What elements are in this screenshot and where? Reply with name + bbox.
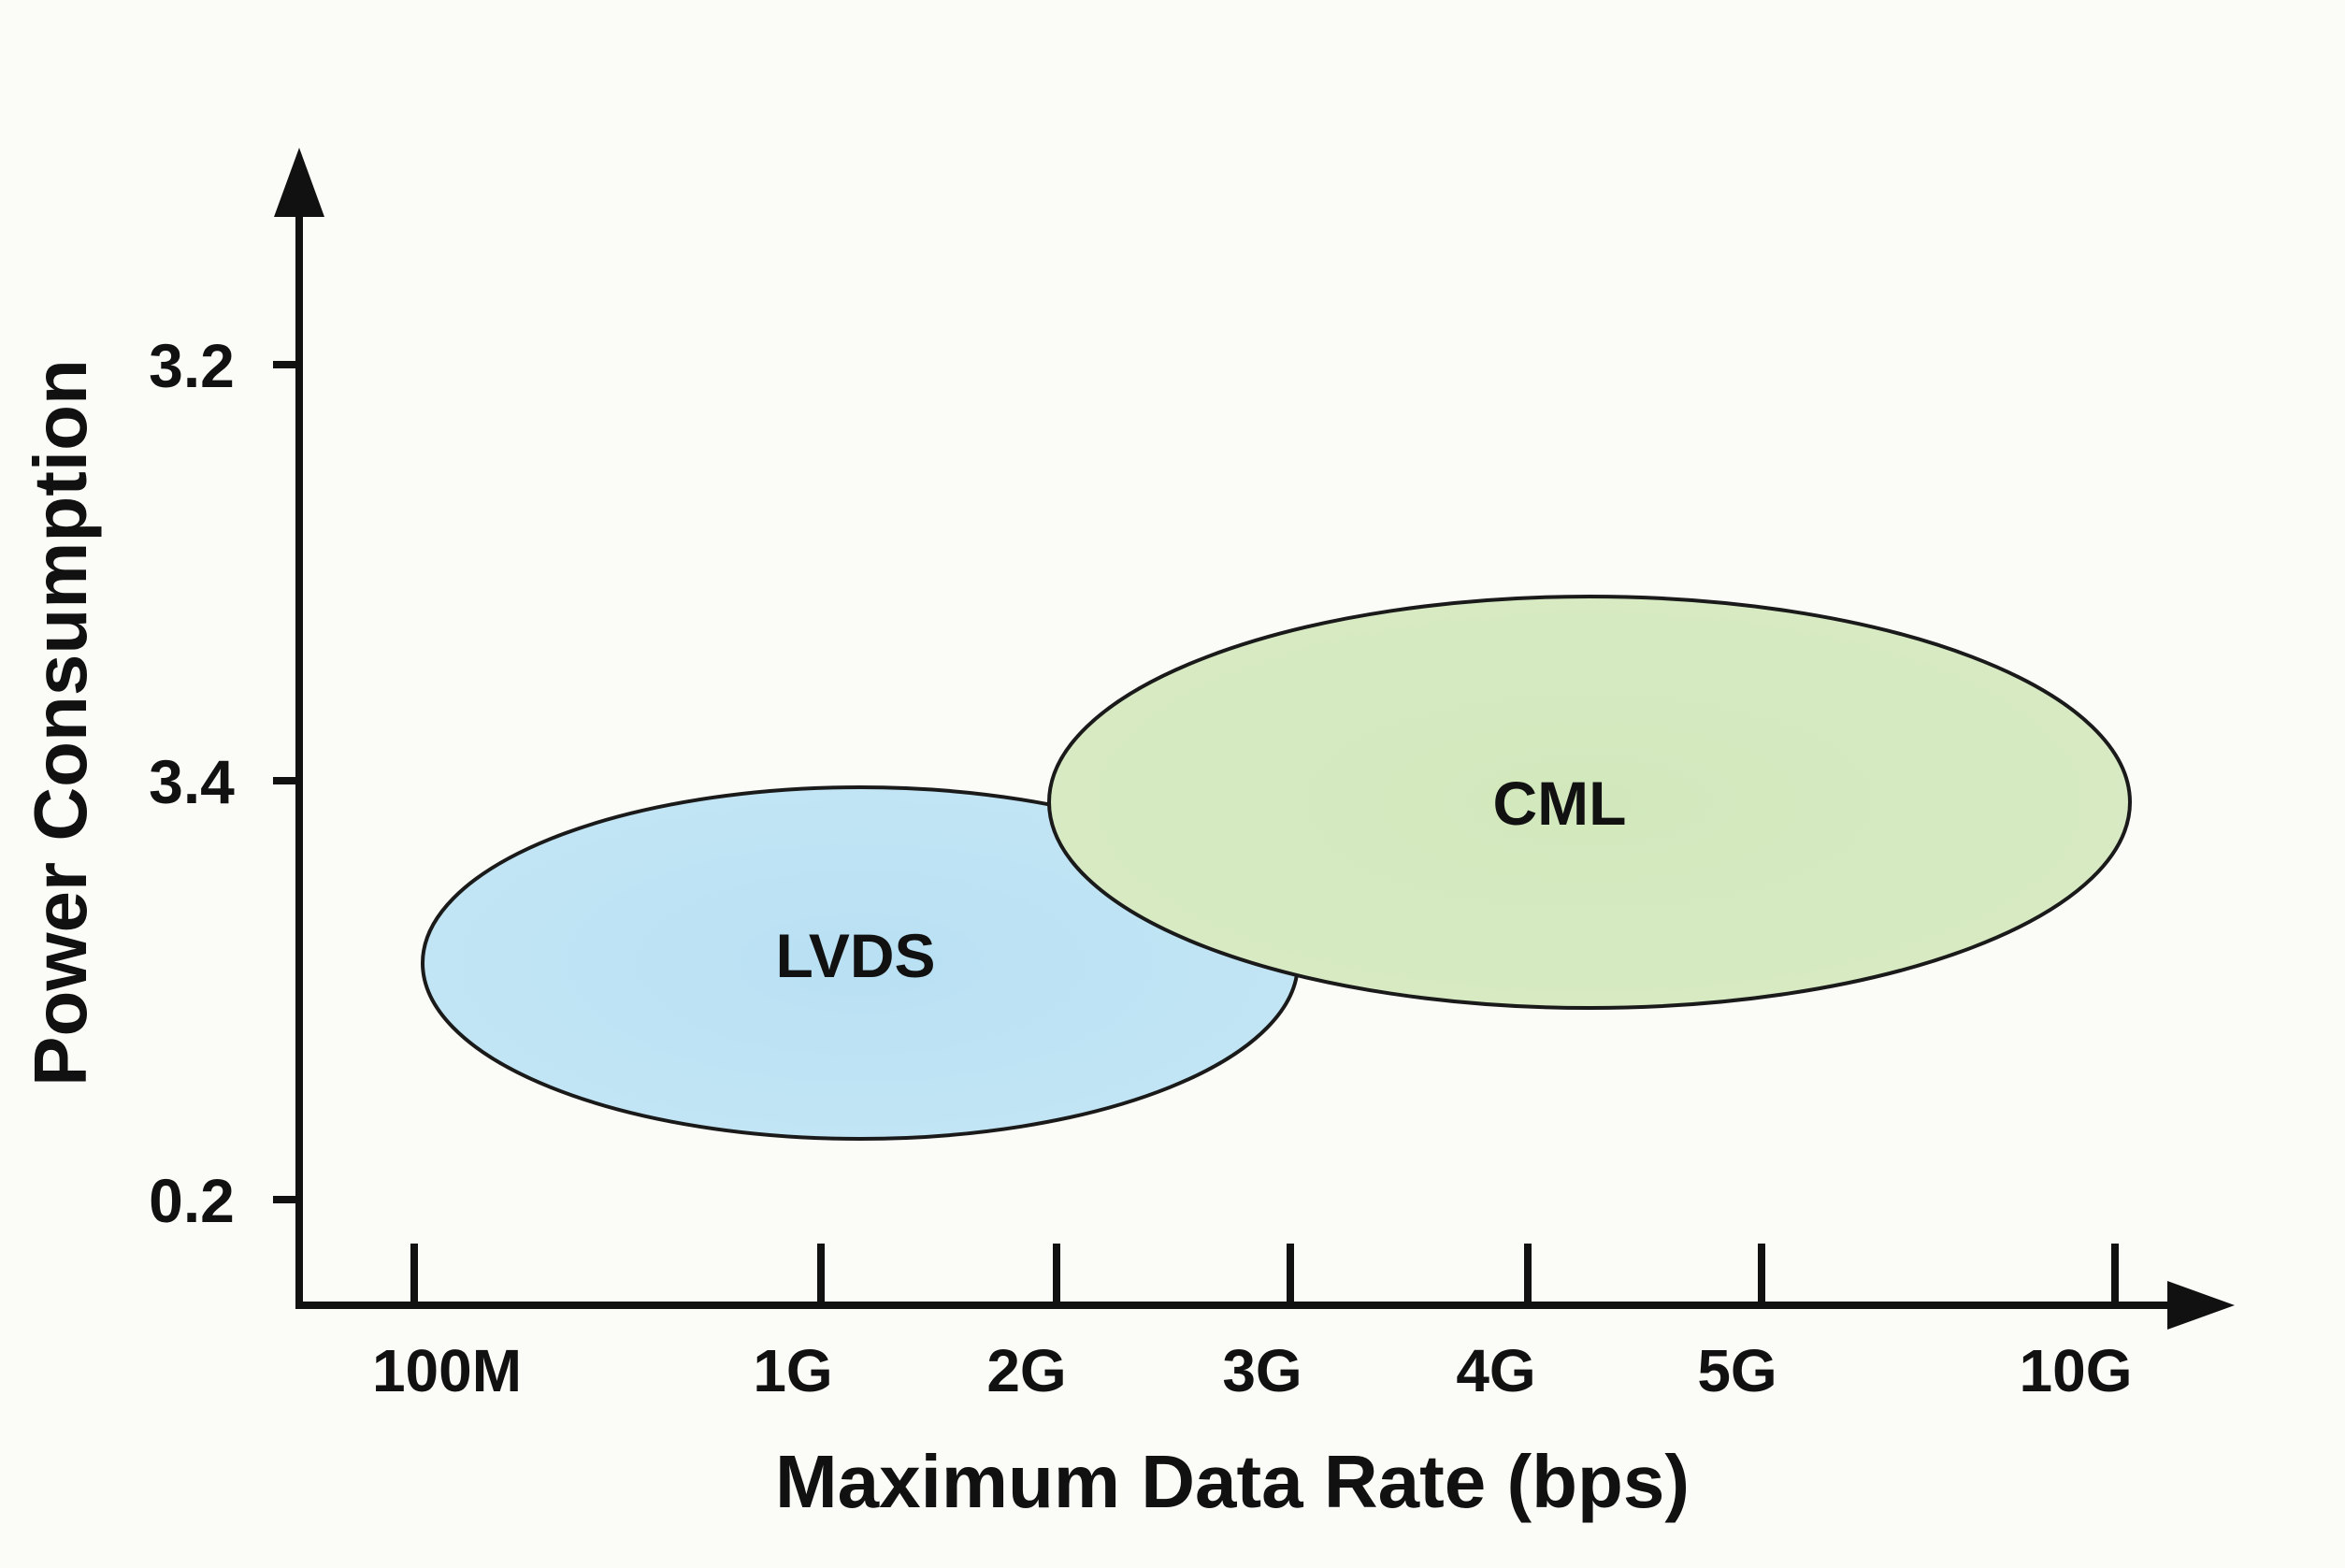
y-tick-label: 0.2 xyxy=(149,1166,235,1235)
y-axis-label: Power Consumption xyxy=(19,359,102,1086)
x-tick-label: 5G xyxy=(1697,1337,1777,1404)
regions: LVDS CML xyxy=(421,595,2132,1141)
cml-label: CML xyxy=(1493,769,1627,838)
x-tick-label: 2G xyxy=(986,1337,1066,1404)
x-ticks: 100M 1G 2G 3G 4G 5G 10G xyxy=(372,1244,2133,1404)
y-axis-arrow xyxy=(274,148,324,217)
x-tick-label: 3G xyxy=(1222,1337,1302,1404)
y-ticks: 3.2 3.4 0.2 xyxy=(149,331,299,1235)
cml-region xyxy=(1047,595,2132,1010)
x-tick-label: 4G xyxy=(1456,1337,1535,1404)
x-tick-label: 100M xyxy=(372,1337,522,1404)
axes xyxy=(274,148,2235,1330)
x-tick-label: 10G xyxy=(2020,1337,2133,1404)
x-axis-label: Maximum Data Rate (bps) xyxy=(775,1440,1690,1523)
y-tick-label: 3.2 xyxy=(149,331,235,400)
x-tick-label: 1G xyxy=(753,1337,832,1404)
lvds-label: LVDS xyxy=(775,921,935,990)
x-axis-arrow xyxy=(2167,1281,2235,1330)
y-tick-label: 3.4 xyxy=(149,747,235,816)
